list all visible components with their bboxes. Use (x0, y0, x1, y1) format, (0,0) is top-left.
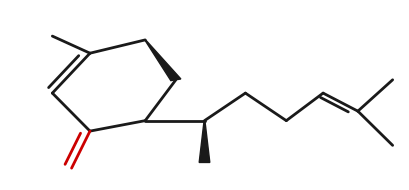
Polygon shape (199, 121, 210, 162)
Polygon shape (145, 40, 181, 81)
